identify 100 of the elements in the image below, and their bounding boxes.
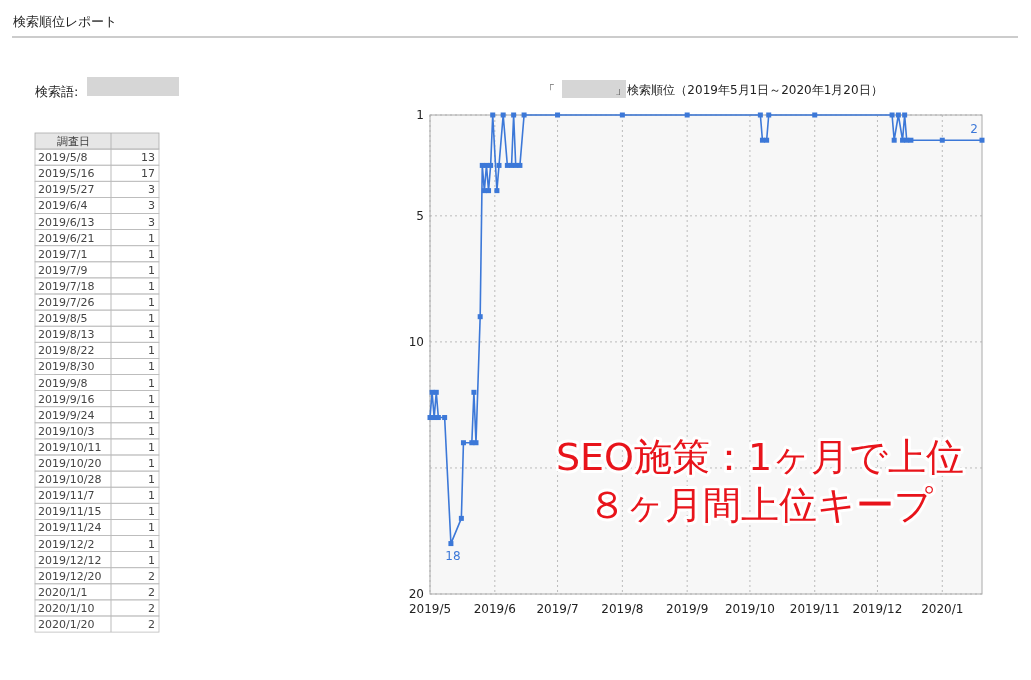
data-label: 1 (148, 440, 155, 454)
category-label: 2019/10/11 (38, 440, 102, 454)
text: 調査日 (56, 135, 90, 148)
category-label: 2019/11/7 (38, 489, 95, 503)
x-tick-label: 2019/9 (666, 602, 709, 616)
annotation: ８ヶ月間上位キープ (587, 483, 933, 527)
y-tick-label: 5 (416, 208, 424, 223)
data-label: 1 (148, 376, 155, 390)
x-tick-label: 2019/8 (601, 602, 644, 616)
point (555, 112, 561, 118)
point (500, 112, 506, 118)
data-label: 13 (141, 151, 155, 165)
category-label: 2019/8/13 (38, 328, 95, 342)
point (494, 188, 500, 194)
category-label: 2019/6/13 (38, 215, 95, 229)
data-label: 2 (148, 618, 155, 631)
text: 検索順位レポート (13, 14, 117, 29)
category-label: 2019/9/24 (38, 408, 95, 422)
x-tick-label: 2019/10 (724, 602, 775, 616)
point (477, 314, 483, 320)
point (517, 162, 523, 168)
category-label: 2019/8/22 (38, 344, 95, 358)
category-label: 2019/12/2 (38, 537, 95, 551)
category-label: 2019/7/1 (38, 247, 88, 261)
data-label: 1 (148, 392, 155, 406)
category-label: 2019/6/4 (38, 199, 88, 213)
data-label: 1 (148, 231, 155, 245)
category-label: 2019/10/28 (38, 473, 102, 487)
category-label: 2019/11/15 (38, 505, 102, 519)
data-label: 1 (148, 424, 155, 438)
point (511, 112, 517, 118)
data-label: 1 (148, 360, 155, 374)
category-label: 2019/5/16 (38, 167, 95, 181)
data-label: 1 (148, 312, 155, 326)
data-label: 1 (148, 263, 155, 277)
data-label: 1 (148, 344, 155, 358)
category-label: 2019/5/27 (38, 183, 95, 197)
text: 検索語: (35, 84, 79, 99)
x-tick-label: 2019/11 (789, 602, 840, 616)
point (895, 112, 901, 118)
point (433, 389, 439, 395)
point (979, 137, 985, 143)
point (435, 415, 441, 421)
data-label: 2 (148, 601, 155, 615)
category-label: 2019/8/30 (38, 360, 95, 374)
y-tick-label: 10 (408, 334, 424, 349)
point (902, 112, 908, 118)
chart-title: 「 」検索順位（2019年5月1日～2020年1月20日） (543, 83, 883, 97)
data-label: 3 (148, 183, 155, 197)
point (460, 440, 466, 446)
category-label: 2019/9/8 (38, 376, 88, 390)
point (521, 112, 527, 118)
x-tick-label: 2020/1 (921, 602, 964, 616)
x-tick-label: 2019/6 (473, 602, 516, 616)
x-tick-label: 2019/12 (852, 602, 903, 616)
point (891, 137, 897, 143)
point (471, 389, 477, 395)
category-label: 2019/12/12 (38, 553, 102, 567)
point (473, 440, 479, 446)
data-label: 1 (148, 521, 155, 535)
category-label: 2019/7/26 (38, 296, 95, 309)
point (469, 440, 475, 446)
point (486, 188, 492, 194)
data-label: 3 (148, 215, 155, 229)
y-tick-label: 1 (416, 108, 424, 122)
category-label: 2019/6/21 (38, 231, 95, 245)
category-label: 2019/8/5 (38, 312, 88, 326)
data-label: 17 (141, 167, 155, 181)
point (812, 112, 818, 118)
point (458, 515, 464, 521)
category-label: 2020/1/1 (38, 585, 88, 599)
data-label: 3 (148, 199, 155, 213)
category-label: 2019/11/24 (38, 521, 102, 535)
category-label: 2020/1/10 (38, 601, 95, 615)
category-label: 2019/10/3 (38, 424, 95, 438)
category-label: 2019/5/8 (38, 151, 88, 165)
x-tick-label: 2019/7 (536, 602, 579, 616)
data-label: 2 (148, 569, 155, 583)
point (490, 112, 496, 118)
data-label: 1 (148, 505, 155, 519)
point (939, 137, 945, 143)
annotation: 2 (970, 122, 978, 137)
annotation: 18 (445, 548, 461, 563)
data-label: 1 (148, 328, 155, 342)
data-label: 2 (148, 585, 155, 599)
point (619, 112, 625, 118)
point (757, 112, 763, 118)
category-label: 2020/1/20 (38, 618, 95, 631)
point (496, 162, 502, 168)
x-tick-label: 2019/5 (408, 602, 452, 616)
point (908, 137, 914, 143)
category-label: 2019/7/9 (38, 263, 88, 277)
category-label: 2019/12/20 (38, 569, 102, 583)
data-label: 1 (148, 296, 155, 309)
point (766, 112, 772, 118)
point (448, 541, 454, 547)
data-label: 1 (148, 489, 155, 503)
data-label: 1 (148, 408, 155, 422)
category-label: 2019/7/18 (38, 279, 95, 293)
annotation: SEO施策：1ヶ月で上位 (555, 435, 965, 479)
